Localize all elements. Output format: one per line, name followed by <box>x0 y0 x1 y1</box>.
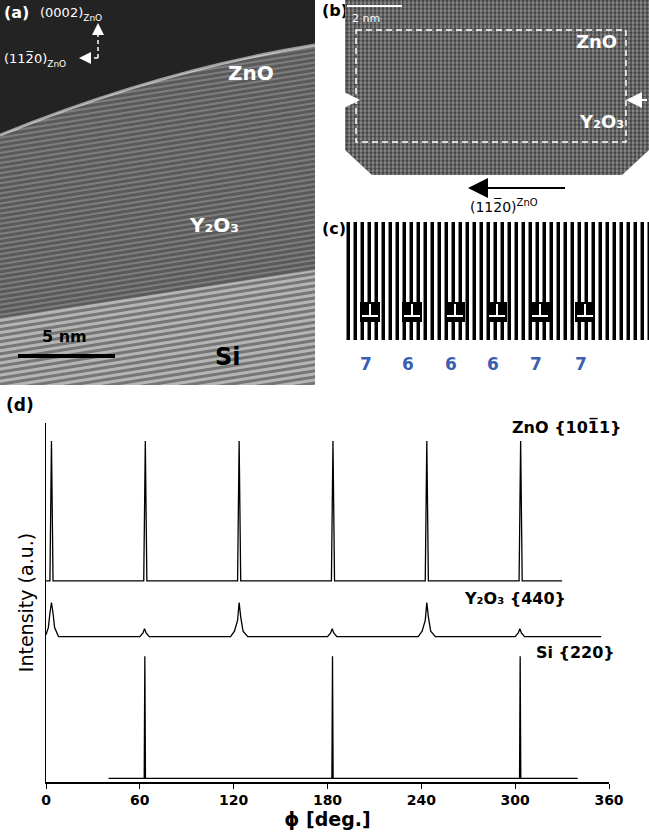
svg-text:ZnO {101̅1}: ZnO {101̅1} <box>512 417 621 437</box>
svg-text:2 nm: 2 nm <box>352 12 380 25</box>
svg-text:Si {220}: Si {220} <box>536 643 615 662</box>
svg-text:ϕ [deg.]: ϕ [deg.] <box>284 808 370 830</box>
svg-text:ZnO: ZnO <box>576 31 617 52</box>
svg-text:6: 6 <box>402 354 414 374</box>
svg-text:0: 0 <box>41 792 51 808</box>
svg-text:(a): (a) <box>4 3 29 22</box>
svg-text:7: 7 <box>360 354 372 374</box>
svg-text:7: 7 <box>530 354 542 374</box>
svg-text:6: 6 <box>445 354 457 374</box>
svg-text:(c): (c) <box>322 219 346 238</box>
svg-text:ZnO: ZnO <box>228 61 274 85</box>
svg-text:180: 180 <box>313 792 342 808</box>
svg-text:120: 120 <box>219 792 248 808</box>
svg-text:60: 60 <box>130 792 150 808</box>
svg-text:(0002)ZnO: (0002)ZnO <box>40 5 102 23</box>
svg-text:(112̅0)ZnO: (112̅0)ZnO <box>4 51 66 69</box>
svg-text:Intensity (a.u.): Intensity (a.u.) <box>15 533 37 672</box>
svg-text:(b): (b) <box>322 1 348 20</box>
svg-text:300: 300 <box>501 792 530 808</box>
svg-text:Y₂O₃: Y₂O₃ <box>189 213 239 237</box>
svg-text:Y₂O₃: Y₂O₃ <box>579 111 624 132</box>
svg-text:360: 360 <box>594 792 623 808</box>
svg-text:Si: Si <box>215 343 241 371</box>
svg-text:Y₂O₃ {440}: Y₂O₃ {440} <box>464 589 566 608</box>
svg-text:5 nm: 5 nm <box>42 327 87 346</box>
svg-text:(d): (d) <box>6 395 34 415</box>
svg-text:6: 6 <box>487 354 499 374</box>
svg-text:7: 7 <box>575 354 587 374</box>
svg-text:(112̅0)ZnO: (112̅0)ZnO <box>470 197 538 215</box>
svg-text:240: 240 <box>407 792 436 808</box>
